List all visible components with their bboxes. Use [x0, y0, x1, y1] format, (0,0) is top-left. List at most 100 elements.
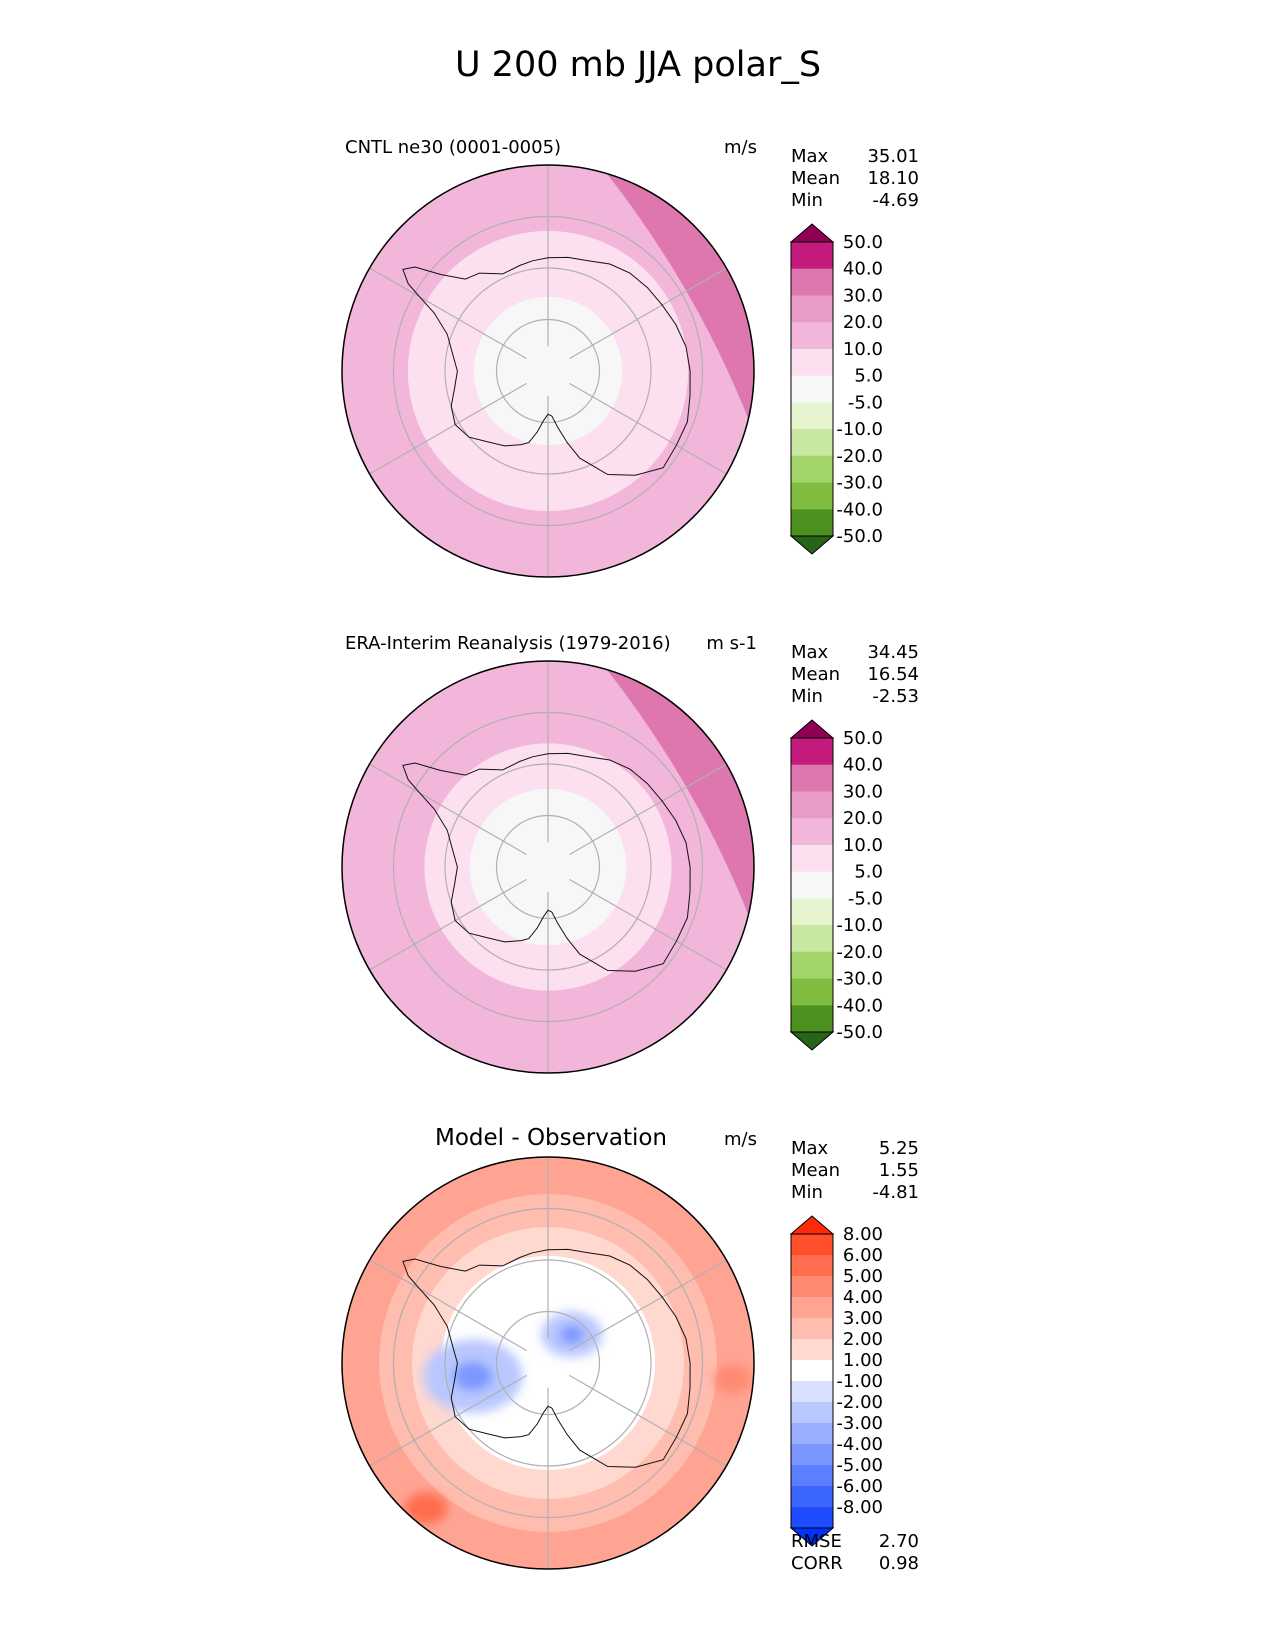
colorbar-segment — [791, 1381, 833, 1403]
stat-value-min: -4.69 — [872, 190, 919, 211]
meridian-line — [369, 878, 527, 971]
colorbar-tick-label: 8.00 — [843, 1224, 883, 1245]
field-anomaly — [713, 1365, 752, 1394]
colorbar-segment — [791, 1423, 833, 1445]
colorbar-segment — [791, 1339, 833, 1361]
colorbar-segment — [791, 898, 833, 926]
colorbar-tick-label: -1.00 — [836, 1371, 883, 1392]
stat-label-min: Min — [791, 686, 823, 707]
colorbar-segment — [791, 1005, 833, 1033]
coastline — [402, 256, 691, 476]
meridian-line — [569, 267, 727, 360]
colorbar-segment — [791, 1444, 833, 1466]
colorbar-tick-label: -6.00 — [836, 1476, 883, 1497]
colorbar-tick-label: 1.00 — [843, 1350, 883, 1371]
colorbar-extend-top — [789, 1215, 835, 1235]
coastline — [402, 752, 691, 972]
colorbar-tick-label: 10.0 — [843, 835, 883, 856]
colorbar-tick-label: 5.0 — [854, 862, 883, 883]
colorbar-segment — [791, 268, 833, 296]
colorbar: 50.0 40.0 30.0 20.0 10.0 5.0 -5.0 -10.0 -20.0 -30… — [789, 223, 883, 555]
colorbar-tick-label: 30.0 — [843, 286, 883, 307]
map-field — [342, 661, 754, 1073]
meridian-line — [369, 1374, 527, 1467]
colorbar-tick-label: 40.0 — [843, 755, 883, 776]
meridian-line — [369, 1259, 527, 1352]
antarctica-coastline — [402, 1248, 691, 1468]
colorbar-segment — [791, 482, 833, 510]
colorbar-segment — [791, 1276, 833, 1298]
colorbar-segment — [791, 791, 833, 819]
field-band — [440, 1255, 656, 1471]
colorbar-segment — [791, 1255, 833, 1277]
field-anomaly — [404, 1492, 448, 1524]
stat-label-min: Min — [791, 190, 823, 211]
colorbar-tick-label: -20.0 — [836, 446, 883, 467]
stat-label-mean: Mean — [791, 168, 840, 189]
meridian-line — [569, 1374, 727, 1467]
colorbar-tick-label: -40.0 — [836, 499, 883, 520]
panel-title: ERA-Interim Reanalysis (1979-2016) — [345, 633, 671, 654]
colorbar-tick-label: -3.00 — [836, 1413, 883, 1434]
meridian-line — [569, 763, 727, 856]
colorbar-segment — [791, 1486, 833, 1508]
colorbar-segment — [791, 978, 833, 1006]
stat-label-mean: Mean — [791, 664, 840, 685]
stat-value-mean: 18.10 — [867, 168, 919, 189]
stat-label-max: Max — [791, 642, 829, 663]
colorbar-tick-label: 40.0 — [843, 259, 883, 280]
field-jet-core — [602, 664, 754, 922]
colorbar-segment — [791, 1465, 833, 1487]
colorbar-tick-label: 20.0 — [843, 312, 883, 333]
figure-title: U 200 mb JJA polar_S — [455, 45, 821, 85]
colorbar-segment — [791, 738, 833, 766]
colorbar-tick-label: -5.0 — [848, 888, 883, 909]
colorbar-tick-label: -20.0 — [836, 942, 883, 963]
panel-model: CNTL ne30 (0001-0005) m/s Max 35.01 Mean… — [341, 137, 919, 578]
colorbar-segment — [791, 429, 833, 457]
stat-label-max: Max — [791, 146, 829, 167]
colorbar-segment — [791, 295, 833, 323]
field-anomaly — [453, 1362, 492, 1391]
stat-label-max: Max — [791, 1138, 829, 1159]
colorbar-segment — [791, 871, 833, 899]
colorbar-segment — [791, 844, 833, 873]
colorbar-extend-top — [789, 223, 835, 243]
stat-value-max: 34.45 — [867, 642, 919, 663]
field-band — [473, 296, 623, 446]
colorbar-segment — [791, 1507, 833, 1529]
field-jet-core — [602, 168, 754, 426]
panel-units: m/s — [724, 137, 757, 158]
stat-label-min: Min — [791, 1182, 823, 1203]
panel-title: Model - Observation — [435, 1125, 667, 1151]
panel-obs: ERA-Interim Reanalysis (1979-2016) m s-1… — [341, 633, 919, 1074]
panel-title: CNTL ne30 (0001-0005) — [345, 137, 561, 158]
meridian-line — [569, 1259, 727, 1352]
colorbar-tick-label: -50.0 — [836, 1022, 883, 1043]
colorbar-segment — [791, 348, 833, 377]
colorbar-tick-label: 2.00 — [843, 1329, 883, 1350]
colorbar-segment — [791, 818, 833, 846]
colorbar-segment — [791, 1360, 833, 1382]
colorbar-tick-label: 5.00 — [843, 1266, 883, 1287]
rmse-value: 2.70 — [879, 1531, 919, 1552]
colorbar-frame — [790, 241, 834, 537]
panel-units: m s-1 — [706, 633, 757, 654]
meridian-line — [569, 878, 727, 971]
stat-value-mean: 1.55 — [879, 1160, 919, 1181]
stat-label-mean: Mean — [791, 1160, 840, 1181]
colorbar-segment — [791, 375, 833, 403]
corr-label: CORR — [791, 1553, 843, 1574]
colorbar-tick-label: -10.0 — [836, 915, 883, 936]
colorbar-tick-label: -10.0 — [836, 419, 883, 440]
map-boundary — [341, 660, 755, 1074]
colorbar-tick-label: -4.00 — [836, 1434, 883, 1455]
colorbar-tick-label: -30.0 — [836, 969, 883, 990]
colorbar-extend-bottom — [789, 535, 835, 555]
colorbar-extend-top — [789, 719, 835, 739]
meridian-line — [369, 382, 527, 475]
colorbar-segment — [791, 242, 833, 270]
colorbar-frame — [790, 737, 834, 1033]
colorbar-segment — [791, 402, 833, 430]
